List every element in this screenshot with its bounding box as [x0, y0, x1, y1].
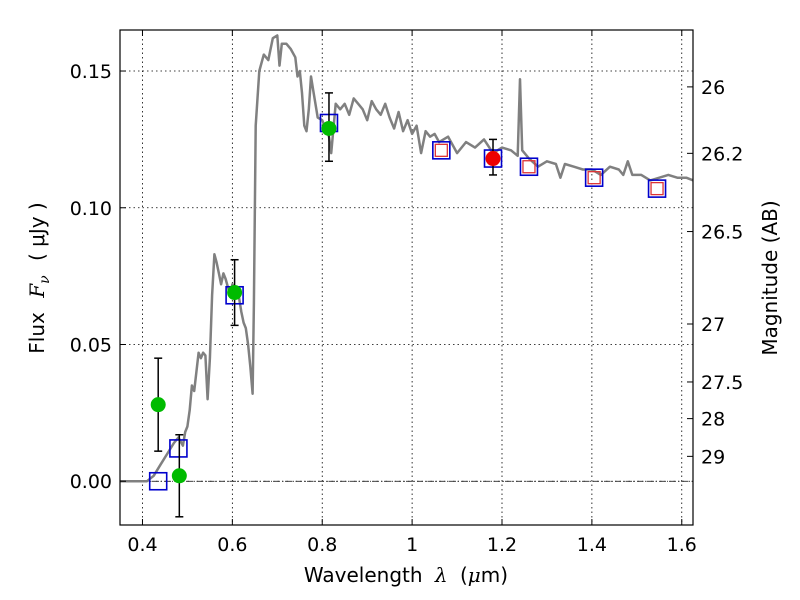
- x-tick-label: 0.8: [307, 534, 337, 556]
- synthetic-flux-square: [148, 471, 168, 491]
- observed-flux-point: [321, 120, 337, 136]
- x-tick-label: 0.4: [127, 534, 157, 556]
- data-points: [148, 92, 667, 518]
- y2-tick-label: 29: [701, 446, 725, 468]
- y2-axis-label: Magnitude (AB): [758, 200, 782, 355]
- y-tick-label: 0.15: [70, 61, 112, 83]
- x-tick-label: 1.4: [577, 534, 607, 556]
- y2-tick-label: 27: [701, 314, 725, 336]
- synthetic-flux-square: [519, 157, 539, 177]
- synthetic-flux-square: [647, 179, 667, 198]
- synthetic-flux-square: [432, 141, 451, 160]
- grid: [120, 30, 693, 525]
- y2-tick-label: 26.2: [701, 143, 743, 165]
- observed-flux-point: [150, 397, 166, 413]
- y-tick-label: 0.00: [70, 471, 112, 493]
- observed-flux-point: [171, 468, 187, 484]
- synthetic-flux-square: [584, 168, 604, 187]
- y-axis-label: Flux Fν ( μJy ): [25, 202, 54, 353]
- upper-band-square: [522, 160, 536, 174]
- y-tick-label: 0.05: [70, 335, 112, 357]
- upper-band-square: [650, 181, 664, 196]
- x-tick-label: 1.2: [487, 534, 517, 556]
- upper-band-square: [434, 143, 448, 157]
- y2-tick-label: 28: [701, 409, 725, 431]
- x-tick-label: 0.6: [217, 534, 247, 556]
- x-axis-label: Wavelength λ (μm): [304, 563, 508, 587]
- y2-tick-label: 26: [701, 77, 725, 99]
- plot-frame: [119, 29, 694, 526]
- y2-tick-label: 27.5: [701, 372, 743, 394]
- y-tick-label: 0.10: [70, 198, 112, 220]
- observed-flux-point-red: [485, 151, 501, 167]
- y2-tick-label: 26.5: [701, 222, 743, 244]
- model-spectrum-layer: [120, 34, 693, 483]
- observed-flux-point: [227, 285, 243, 301]
- model-spectrum-line: [120, 34, 693, 483]
- x-tick-label: 1.6: [667, 534, 697, 556]
- upper-band-square: [587, 171, 601, 185]
- synthetic-flux-square: [169, 439, 188, 458]
- x-tick-label: 1: [406, 534, 418, 556]
- axis-ticks: 0.4 0.6 0.8 1 1.2 1.4 1.6 0.00 0.05 0.10 0.15 26 26.…: [70, 30, 743, 556]
